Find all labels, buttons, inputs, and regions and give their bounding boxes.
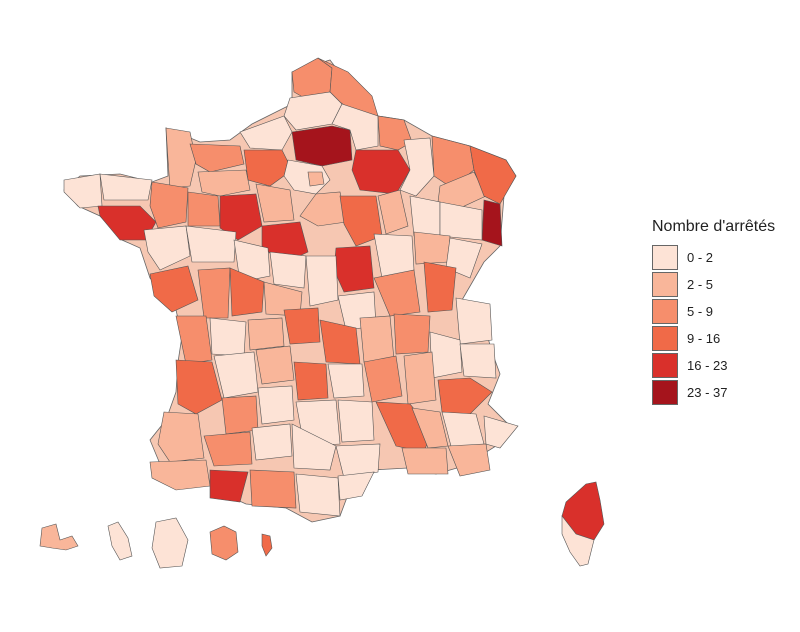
- department: [213, 351, 259, 399]
- legend-item: 0 - 2: [652, 244, 775, 271]
- department: [291, 423, 337, 471]
- department: [185, 225, 237, 263]
- department: [327, 363, 365, 399]
- department: [149, 459, 211, 491]
- legend-item: 5 - 9: [652, 298, 775, 325]
- department: [359, 315, 395, 363]
- department: [233, 239, 271, 283]
- legend-label: 23 - 37: [687, 385, 728, 400]
- department: [149, 181, 189, 229]
- legend-item: 2 - 5: [652, 271, 775, 298]
- department: [209, 317, 247, 357]
- legend-label: 2 - 5: [687, 277, 714, 292]
- legend: Nombre d'arrêtés 0 - 2 2 - 5 5 - 9 9 - 1…: [652, 218, 775, 406]
- department: [251, 423, 293, 461]
- department: [197, 169, 251, 197]
- department: [157, 411, 205, 463]
- department: [459, 343, 497, 379]
- department: [377, 189, 409, 235]
- department: [255, 345, 295, 385]
- department: [483, 415, 519, 449]
- department: [399, 137, 435, 197]
- legend-label: 16 - 23: [687, 358, 728, 373]
- department: [63, 173, 103, 209]
- department: [269, 251, 307, 289]
- department: [409, 195, 441, 237]
- legend-title: Nombre d'arrêtés: [652, 218, 776, 235]
- legend-swatch: [652, 245, 678, 270]
- department: [561, 515, 595, 567]
- department: [337, 471, 375, 501]
- legend-swatch: [652, 353, 678, 378]
- department: [295, 473, 341, 517]
- legend-label: 0 - 2: [687, 250, 714, 265]
- legend-label: 9 - 16: [687, 331, 721, 346]
- legend-swatch: [652, 299, 678, 324]
- metropolitan-france: [63, 57, 519, 523]
- department: [373, 269, 421, 317]
- overseas-departments: [39, 517, 273, 569]
- department: [481, 199, 503, 247]
- department: [143, 225, 191, 271]
- department: [255, 183, 295, 223]
- department: [229, 267, 265, 317]
- martinique-outline: [107, 521, 133, 561]
- department: [403, 351, 437, 405]
- department: [455, 297, 493, 345]
- department: [249, 469, 297, 509]
- department: [99, 173, 153, 201]
- legend-label: 5 - 9: [687, 304, 714, 319]
- corsica: [561, 481, 605, 567]
- department: [307, 171, 325, 187]
- department: [335, 443, 381, 479]
- department: [439, 201, 483, 241]
- legend-swatch: [652, 326, 678, 351]
- department: [293, 361, 329, 401]
- department: [423, 261, 457, 313]
- department: [243, 149, 293, 187]
- department: [187, 191, 221, 227]
- mayotte-outline: [261, 533, 273, 557]
- department: [437, 377, 493, 415]
- department: [175, 359, 223, 415]
- department: [219, 193, 263, 241]
- department: [339, 195, 383, 247]
- department: [291, 125, 353, 167]
- legend-item: 9 - 16: [652, 325, 775, 352]
- department: [283, 307, 321, 345]
- department: [189, 143, 245, 173]
- department: [401, 447, 449, 475]
- department: [437, 171, 487, 209]
- department: [363, 355, 403, 403]
- legend-item: 16 - 23: [652, 352, 775, 379]
- department: [393, 313, 431, 355]
- department: [299, 191, 347, 227]
- department: [413, 231, 451, 265]
- department: [239, 115, 293, 151]
- reunion-outline: [209, 525, 239, 561]
- department: [175, 315, 213, 365]
- department: [447, 443, 491, 477]
- department: [165, 127, 197, 189]
- department: [257, 385, 295, 425]
- department: [197, 267, 231, 319]
- legend-swatch: [652, 380, 678, 405]
- department: [149, 265, 199, 313]
- department: [247, 317, 285, 351]
- department: [337, 399, 375, 443]
- legend-swatch: [652, 272, 678, 297]
- guadeloupe-outline: [39, 523, 79, 551]
- guyane-outline: [151, 517, 189, 569]
- department: [209, 469, 249, 503]
- legend-item: 23 - 37: [652, 379, 775, 406]
- department: [305, 255, 339, 307]
- department: [203, 431, 253, 467]
